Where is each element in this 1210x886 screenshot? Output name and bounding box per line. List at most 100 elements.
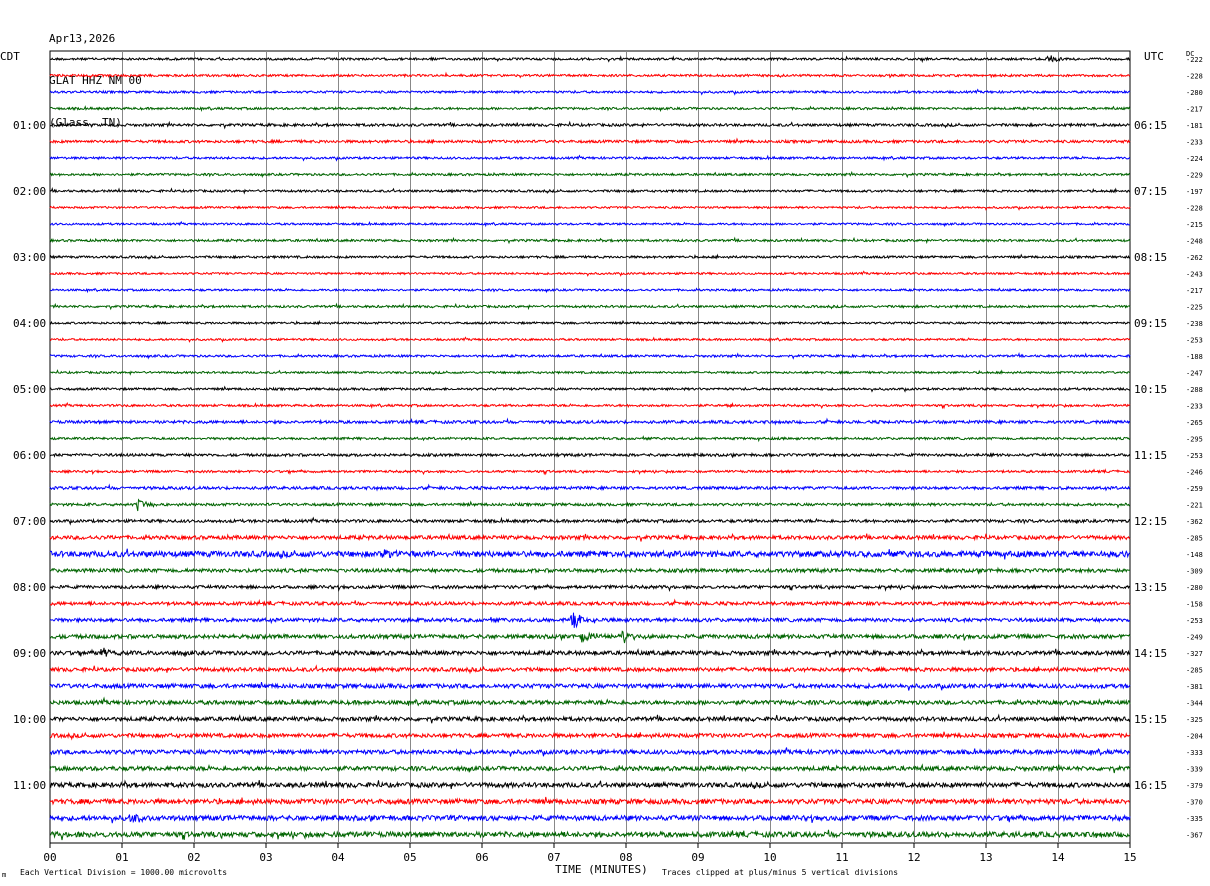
dc-offset-label: -339: [1186, 766, 1203, 774]
dc-header-label: DC: [1186, 50, 1194, 58]
dc-offset-label: -225: [1186, 304, 1203, 312]
left-hour-label: 02:00: [13, 185, 46, 198]
left-hour-label: 07:00: [13, 515, 46, 528]
dc-offset-label: -325: [1186, 716, 1203, 724]
right-hour-label: 11:15: [1134, 449, 1167, 462]
x-tick-label: 04: [331, 851, 345, 864]
dc-offset-label: -309: [1186, 568, 1203, 576]
trace-line: [49, 71, 1131, 79]
x-tick-label: 09: [691, 851, 704, 864]
x-tick-label: 10: [763, 851, 776, 864]
dc-offset-label: -224: [1186, 155, 1203, 163]
dc-offset-label: -249: [1186, 634, 1203, 642]
trace-line: [49, 351, 1131, 360]
dc-offset-label: -158: [1186, 601, 1203, 609]
footer-clip-note: Traces clipped at plus/minus 5 vertical …: [662, 868, 898, 877]
trace-line: [49, 137, 1131, 145]
x-tick-label: 05: [403, 851, 416, 864]
dc-offset-label: -285: [1186, 535, 1203, 543]
left-hour-label: 01:00: [13, 119, 46, 132]
minute-grid: [49, 50, 1131, 844]
dc-offset-label: -204: [1186, 733, 1203, 741]
trace-line: [49, 369, 1131, 376]
dc-offset-label: -335: [1186, 815, 1203, 823]
trace-line: [49, 204, 1131, 211]
dc-offset-label: -228: [1186, 73, 1203, 81]
trace-line: [49, 548, 1131, 560]
dc-offset-label: -217: [1186, 287, 1203, 295]
plot-frame: [49, 50, 1131, 844]
dc-offset-label: -228: [1186, 205, 1203, 213]
trace-line: [49, 55, 1131, 64]
trace-line: [49, 664, 1131, 675]
right-hour-label: 09:15: [1134, 317, 1167, 330]
footer-scale-note: Each Vertical Division = 1000.00 microvo…: [20, 868, 227, 877]
x-tick-label: 00: [43, 851, 56, 864]
axis-labels: 00 01 02 03 04 05 06 07 08 09 10 11 12 13 14 15 01:00 02:…: [13, 56, 1203, 864]
trace-line: [49, 287, 1131, 294]
left-zone-label: CDT: [0, 50, 20, 63]
trace-line: [49, 220, 1131, 228]
trace-line: [49, 779, 1131, 790]
dc-offset-label: -217: [1186, 106, 1203, 114]
dc-offset-label: -285: [1186, 667, 1203, 675]
dc-offset-label: -243: [1186, 271, 1203, 279]
x-tick-label: 06: [475, 851, 488, 864]
left-hour-label: 10:00: [13, 713, 46, 726]
trace-line: [49, 319, 1131, 326]
x-tick-label: 12: [907, 851, 920, 864]
trace-line: [49, 681, 1131, 691]
dc-offset-label: -288: [1186, 386, 1203, 394]
right-zone-label: UTC: [1144, 50, 1164, 63]
x-tick-label: 11: [835, 851, 848, 864]
trace-line: [49, 598, 1131, 607]
right-hour-label: 07:15: [1134, 185, 1167, 198]
header-station: GLAT HHZ NM 00: [49, 74, 142, 87]
dc-offset-label: -197: [1186, 188, 1203, 196]
dc-offset-label: -333: [1186, 749, 1203, 757]
trace-line: [49, 566, 1131, 575]
right-hour-label: 14:15: [1134, 647, 1167, 660]
trace-line: [49, 88, 1131, 96]
trace-line: [49, 401, 1131, 410]
dc-offset-label: -238: [1186, 320, 1203, 328]
trace-line: [49, 731, 1131, 741]
right-hour-label: 15:15: [1134, 713, 1167, 726]
dc-offset-label: -327: [1186, 650, 1203, 658]
x-tick-label: 03: [259, 851, 272, 864]
x-tick-label: 07: [547, 851, 560, 864]
dc-offset-label: -344: [1186, 700, 1203, 708]
dc-offset-label: -221: [1186, 502, 1203, 510]
trace-line: [49, 105, 1131, 113]
dc-offset-label: -253: [1186, 337, 1203, 345]
trace-line: [49, 498, 1131, 512]
trace-line: [49, 270, 1131, 277]
trace-line: [49, 813, 1131, 824]
dc-offset-label: -148: [1186, 551, 1203, 559]
x-tick-label: 15: [1123, 851, 1136, 864]
left-hour-label: 08:00: [13, 581, 46, 594]
left-hour-label: 03:00: [13, 251, 46, 264]
left-hour-label: 06:00: [13, 449, 46, 462]
x-tick-label: 13: [979, 851, 992, 864]
dc-offset-label: -233: [1186, 139, 1203, 147]
trace-line: [49, 186, 1131, 195]
right-hour-label: 16:15: [1134, 779, 1167, 792]
trace-line: [49, 532, 1131, 542]
trace-line: [49, 696, 1131, 707]
trace-line: [49, 796, 1131, 806]
trace-line: [49, 747, 1131, 757]
right-hour-label: 12:15: [1134, 515, 1167, 528]
dc-offset-label: -280: [1186, 89, 1203, 97]
dc-offset-label: -222: [1186, 56, 1203, 64]
trace-line: [49, 612, 1131, 629]
right-hour-label: 13:15: [1134, 581, 1167, 594]
left-hour-label: 04:00: [13, 317, 46, 330]
x-tick-label: 14: [1051, 851, 1065, 864]
left-hour-label: 11:00: [13, 779, 46, 792]
trace-line: [49, 236, 1131, 245]
dc-offset-label: -253: [1186, 452, 1203, 460]
trace-line: [49, 451, 1131, 459]
x-axis-title: TIME (MINUTES): [555, 863, 648, 876]
